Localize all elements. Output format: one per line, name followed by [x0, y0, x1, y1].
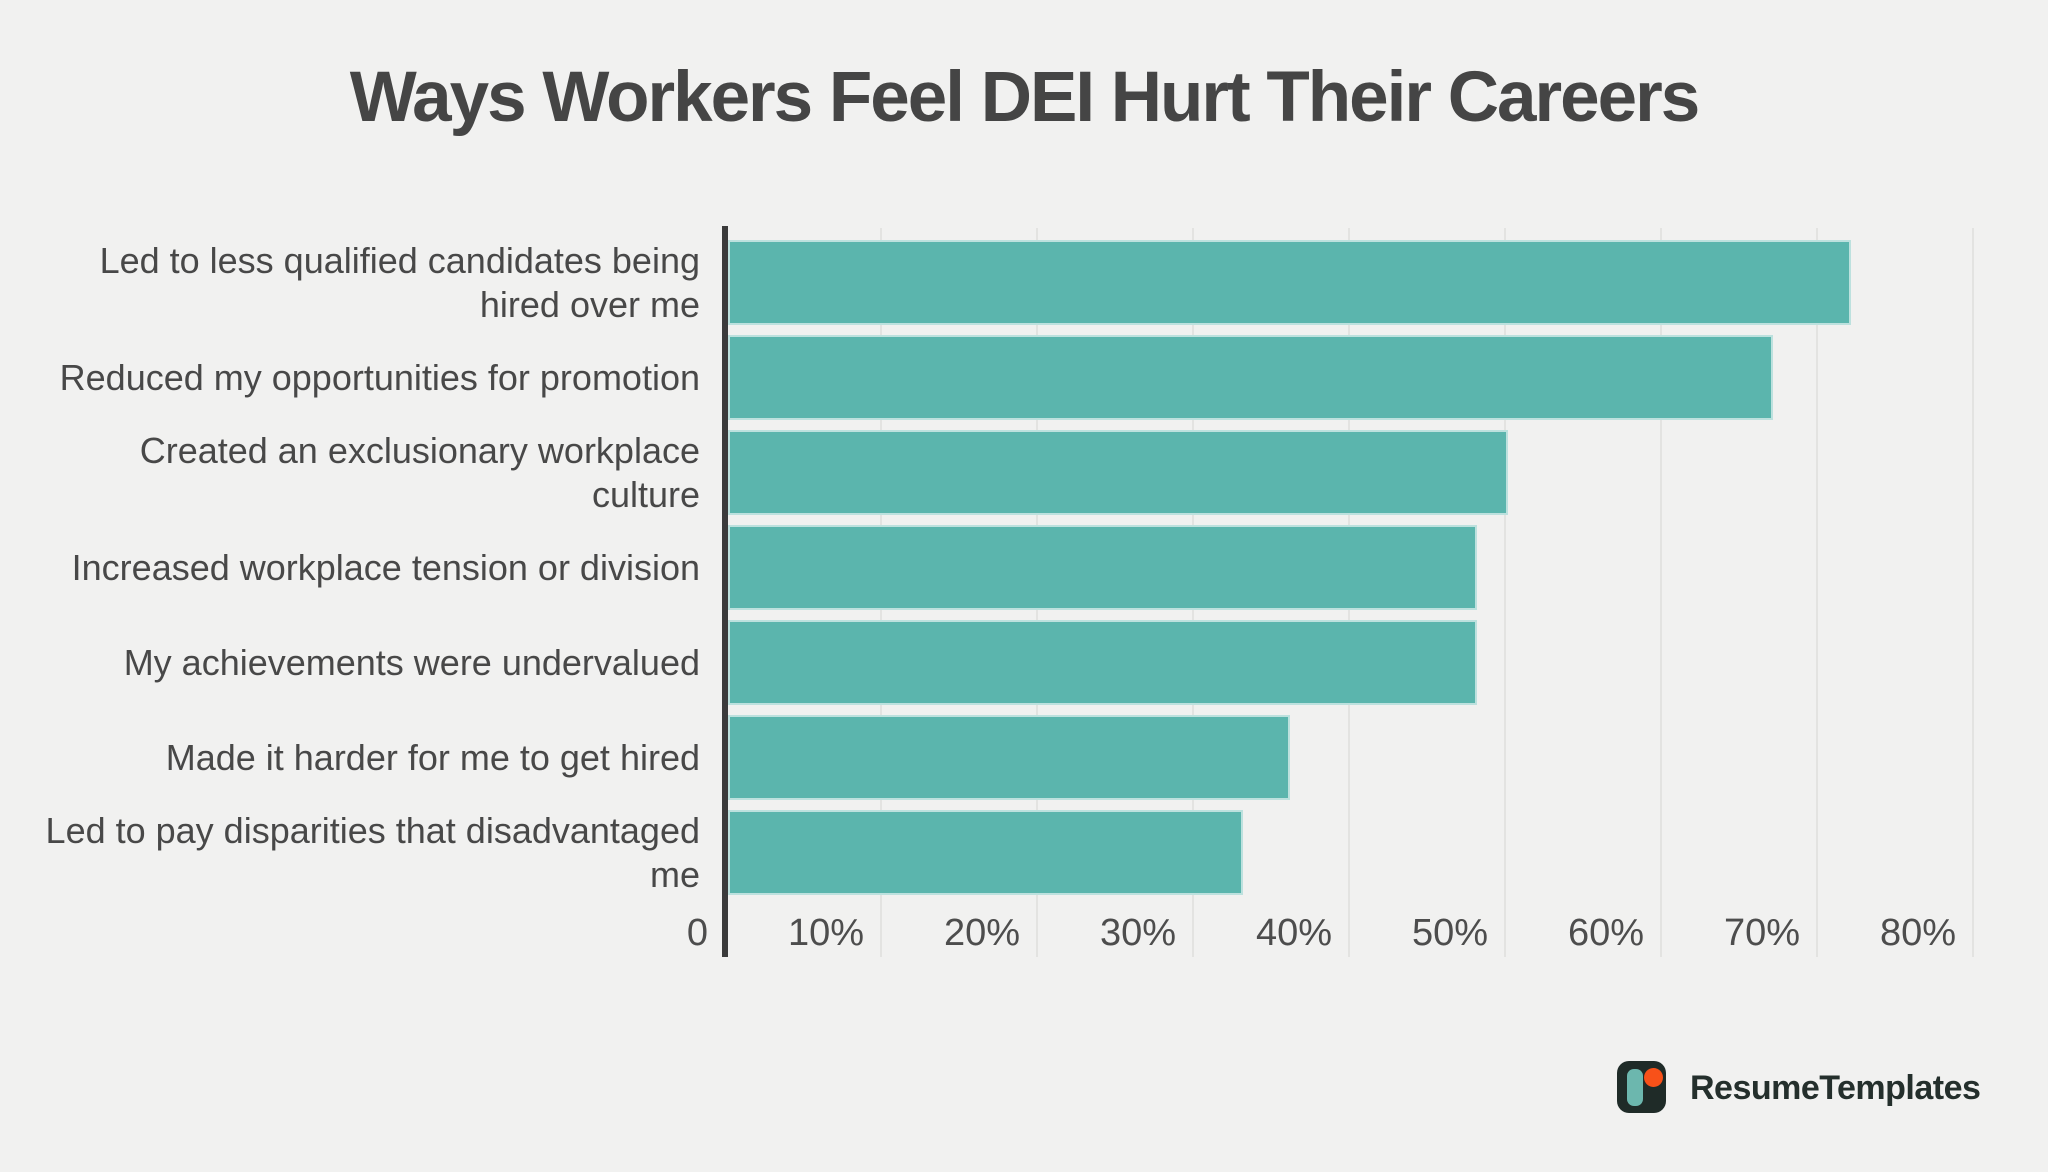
bar — [728, 335, 1774, 420]
bar-row: Led to pay disparities that disadvantage… — [0, 810, 2048, 895]
bar — [728, 525, 1477, 610]
resumetemplates-logo-icon — [1617, 1061, 1666, 1113]
gridline — [1972, 228, 1974, 957]
category-label: Created an exclusionary workplace culture — [139, 429, 700, 515]
x-tick-label: 70% — [1723, 912, 1800, 954]
bar-row: Led to less qualified candidates being hi… — [0, 240, 2048, 325]
bar-row: Created an exclusionary workplace culture — [0, 430, 2048, 515]
bar — [728, 240, 1852, 325]
logo-teal-pill-icon — [1627, 1069, 1643, 1106]
brand-wordmark: ResumeTemplates — [1690, 1069, 1981, 1107]
page-title: Ways Workers Feel DEI Hurt Their Careers — [349, 58, 1700, 137]
bar — [728, 715, 1290, 800]
bar — [728, 430, 1508, 515]
x-tick-label: 10% — [787, 912, 864, 954]
gridline — [1504, 228, 1506, 957]
x-tick-label: 30% — [1099, 912, 1176, 954]
x-tick-label: 20% — [943, 912, 1020, 954]
gridline — [1660, 228, 1662, 957]
x-tick-label: 40% — [1255, 912, 1332, 954]
bar-row: My achievements were undervalued — [0, 620, 2048, 705]
x-tick-label: 60% — [1567, 912, 1644, 954]
logo-orange-dot-icon — [1644, 1068, 1663, 1087]
category-label: Led to pay disparities that disadvantage… — [45, 809, 700, 895]
bar — [728, 620, 1477, 705]
bar — [728, 810, 1243, 895]
gridline — [1816, 228, 1818, 957]
bar-row: Made it harder for me to get hired — [0, 715, 2048, 800]
category-label: Increased workplace tension or division — [71, 546, 700, 588]
category-label: Led to less qualified candidates being hi… — [99, 239, 700, 325]
y-axis-line — [722, 226, 728, 957]
x-tick-label: 80% — [1879, 912, 1956, 954]
category-label: My achievements were undervalued — [123, 641, 700, 683]
category-label: Reduced my opportunities for promotion — [59, 356, 700, 398]
bar-row: Increased workplace tension or division — [0, 525, 2048, 610]
bar-row: Reduced my opportunities for promotion — [0, 335, 2048, 420]
category-label: Made it harder for me to get hired — [165, 736, 700, 778]
x-tick-label: 0 — [686, 912, 708, 954]
x-tick-label: 50% — [1411, 912, 1488, 954]
